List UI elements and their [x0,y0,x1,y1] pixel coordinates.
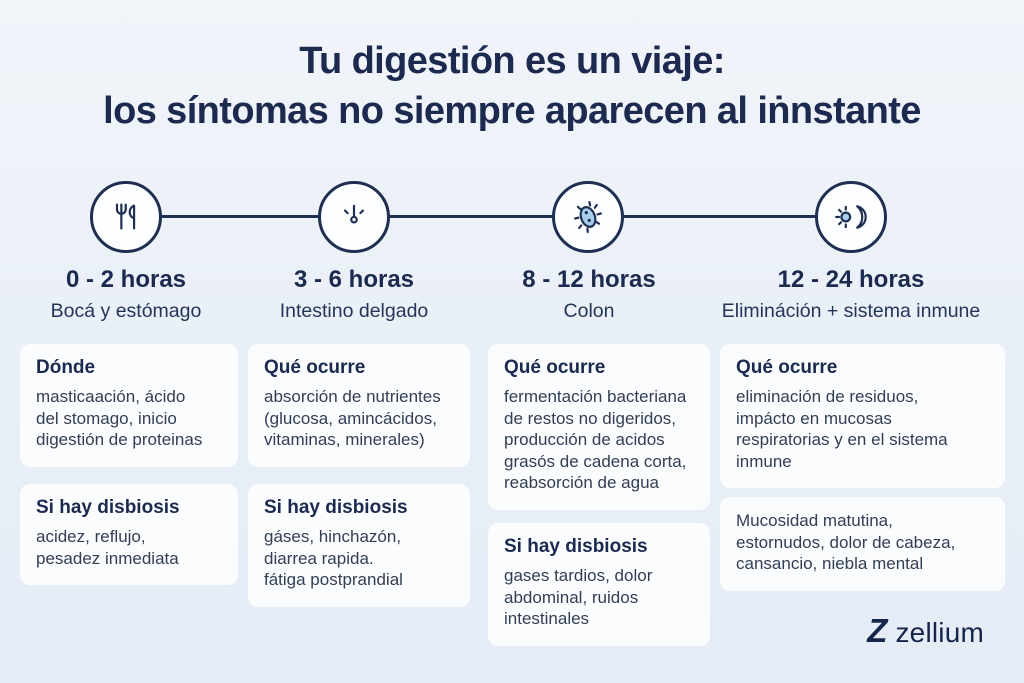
timeline-connector-line [126,215,851,218]
card-heading: Si hay disbiosis [264,497,408,518]
card-body: Mucosidad matutina, estornudos, dolor de… [736,511,956,574]
stage-organ: Colon [563,300,615,322]
stage-hours: 3 - 6 horas [293,266,415,293]
card-body: gases tardios, dolor abdominal, ruidos i… [504,566,653,629]
card-heading: Qué ocurre [264,357,366,378]
info-card: Si hay disbiosis gases tardios, dolor ab… [488,523,710,646]
stage-hours: 0 - 2 horas [65,266,187,293]
card-body: gáses, hinchazón, diarrea rapida. fátiga… [264,527,403,590]
info-card: Qué ocurre eliminación de residuos, impá… [720,344,1005,489]
card-heading: Si hay disbiosis [504,536,648,557]
title-line-1: Tu digestión es un viaje: [299,40,725,82]
info-card: Qué ocurre fermentación bacteriana de re… [488,344,710,510]
timeline-node-small-intestine [318,181,390,253]
timeline-node-colon [552,181,624,253]
card-body: eliminación de residuos, impácto en muco… [736,387,948,471]
card-body: absorción de nutrientes (glucosa, amincá… [264,387,441,450]
timeline-node-elimination-immune [815,181,887,253]
card-heading: Qué ocurre [504,357,606,378]
info-card: Dónde masticaación, ácido del stomago, i… [20,344,238,467]
sun-moon-icon [835,205,867,229]
stage-hours: 12 - 24 horas [777,266,925,293]
page-title: Tu digestión es un viaje: los síntomas n… [0,36,1024,136]
logo-mark: Z [867,612,888,649]
timeline-node-mouth-stomach [90,181,162,253]
card-heading: Dónde [36,357,96,378]
logo-name: zellium [895,617,984,648]
card-heading: Qué ocurre [736,357,838,378]
bacteria-icon [573,200,603,234]
title-line-2: los síntomas no siempre aparecen al iṅns… [103,90,921,133]
stage-organ: Bocá y estómago [50,300,202,322]
info-card: Qué ocurre absorción de nutrientes (gluc… [248,344,470,467]
brand-logo: Z zellium [867,612,984,650]
stage-organ: Intestino delgado [279,300,429,322]
card-body: acidez, reflujo, pesadez inmediata [36,527,179,568]
stage-hours: 8 - 12 horas [522,266,656,293]
info-card: Si hay disbiosis acidez, reflujo, pesade… [20,484,238,586]
info-card: Mucosidad matutina, estornudos, dolor de… [720,497,1005,591]
utensils-icon [115,203,136,230]
info-card: Si hay disbiosis gáses, hinchazón, diarr… [248,484,470,607]
card-body: masticaación, ácido del stomago, inicio … [36,387,203,450]
card-body: fermentación bacteriana de restos no dig… [504,387,687,493]
stage-organ: Elimináción + sistema inmune [721,300,981,322]
card-heading: Si hay disbiosis [36,497,180,518]
gauge-icon [343,204,365,224]
